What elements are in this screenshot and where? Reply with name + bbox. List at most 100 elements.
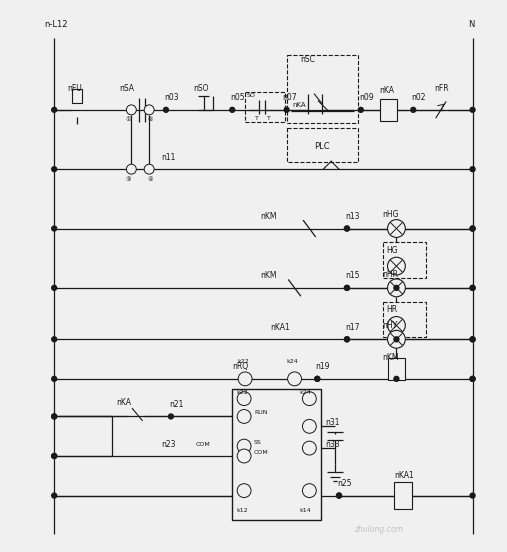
Circle shape: [387, 257, 405, 275]
Circle shape: [315, 376, 320, 381]
Circle shape: [387, 331, 405, 348]
Text: n19: n19: [315, 363, 330, 371]
Circle shape: [52, 167, 57, 172]
Text: nHY: nHY: [383, 321, 398, 330]
Circle shape: [303, 420, 316, 433]
Circle shape: [284, 108, 289, 112]
Circle shape: [237, 410, 251, 423]
Text: nSO: nSO: [194, 83, 209, 93]
Circle shape: [358, 108, 364, 112]
Text: nSA: nSA: [120, 83, 134, 93]
Circle shape: [344, 226, 349, 231]
Bar: [383, 242, 426, 278]
Text: n33: n33: [325, 439, 340, 449]
Circle shape: [237, 449, 251, 463]
Text: k12: k12: [236, 508, 248, 513]
Text: nKA: nKA: [380, 86, 394, 94]
Text: nKA1: nKA1: [270, 323, 289, 332]
Text: k24: k24: [300, 390, 311, 395]
Text: n21: n21: [169, 400, 184, 409]
Text: n05: n05: [230, 93, 245, 103]
Circle shape: [52, 454, 57, 459]
Text: T: T: [267, 116, 271, 121]
Text: T: T: [255, 116, 259, 121]
Text: nKM: nKM: [260, 272, 276, 280]
Circle shape: [344, 285, 349, 290]
Circle shape: [52, 376, 57, 381]
Text: COM: COM: [196, 442, 210, 447]
Circle shape: [168, 414, 173, 419]
Circle shape: [470, 226, 475, 231]
Text: PLC: PLC: [314, 142, 330, 151]
Circle shape: [337, 493, 342, 498]
Circle shape: [144, 164, 154, 174]
Circle shape: [394, 337, 399, 342]
Text: nHR: nHR: [383, 269, 399, 279]
Text: nRQ: nRQ: [232, 363, 248, 371]
Circle shape: [52, 493, 57, 498]
Text: n02: n02: [411, 93, 426, 103]
Circle shape: [394, 376, 399, 381]
Circle shape: [52, 108, 57, 112]
Circle shape: [411, 108, 416, 112]
Bar: [245, 92, 284, 121]
Bar: [383, 302, 426, 337]
Text: n09: n09: [359, 93, 374, 103]
Circle shape: [344, 337, 349, 342]
Circle shape: [52, 285, 57, 290]
Text: RUN: RUN: [254, 410, 268, 415]
Text: COM: COM: [254, 449, 269, 454]
Circle shape: [470, 167, 475, 172]
Circle shape: [470, 493, 475, 498]
Circle shape: [344, 285, 349, 290]
Text: k24: k24: [286, 359, 299, 364]
Text: nKA: nKA: [293, 102, 306, 108]
Text: nKM: nKM: [383, 353, 399, 362]
Circle shape: [52, 337, 57, 342]
Text: n17: n17: [345, 323, 359, 332]
Text: nKA1: nKA1: [394, 471, 414, 480]
Text: n11: n11: [161, 153, 175, 162]
Circle shape: [387, 316, 405, 335]
Bar: [394, 482, 412, 509]
Circle shape: [470, 376, 475, 381]
Text: n03: n03: [164, 93, 178, 103]
Text: nSC: nSC: [301, 55, 315, 64]
Circle shape: [52, 414, 57, 419]
Bar: [72, 89, 82, 103]
Bar: [286, 55, 358, 123]
Text: ②: ②: [147, 117, 153, 122]
Circle shape: [238, 372, 252, 386]
Text: nFU: nFU: [67, 83, 82, 93]
Bar: [232, 389, 321, 521]
Circle shape: [470, 337, 475, 342]
Circle shape: [126, 105, 136, 115]
Circle shape: [126, 164, 136, 174]
Bar: [286, 128, 358, 162]
Text: nKM: nKM: [260, 212, 276, 221]
Text: n13: n13: [345, 212, 359, 221]
Text: n15: n15: [345, 272, 359, 280]
Text: HG: HG: [386, 246, 398, 255]
Text: k22: k22: [236, 390, 248, 395]
Circle shape: [470, 285, 475, 290]
Circle shape: [52, 226, 57, 231]
Text: n-L12: n-L12: [44, 20, 68, 29]
Circle shape: [237, 484, 251, 497]
Circle shape: [287, 372, 302, 386]
Bar: [387, 358, 405, 380]
Circle shape: [344, 226, 349, 231]
Text: ③: ③: [125, 177, 131, 182]
Text: n31: n31: [325, 418, 340, 427]
Circle shape: [470, 226, 475, 231]
Circle shape: [237, 392, 251, 406]
Circle shape: [303, 392, 316, 406]
Circle shape: [315, 376, 320, 381]
Circle shape: [303, 484, 316, 497]
Text: k22: k22: [237, 359, 249, 364]
Circle shape: [470, 285, 475, 290]
Circle shape: [470, 337, 475, 342]
Text: SS: SS: [254, 439, 262, 445]
Circle shape: [387, 279, 405, 297]
Circle shape: [394, 285, 399, 290]
